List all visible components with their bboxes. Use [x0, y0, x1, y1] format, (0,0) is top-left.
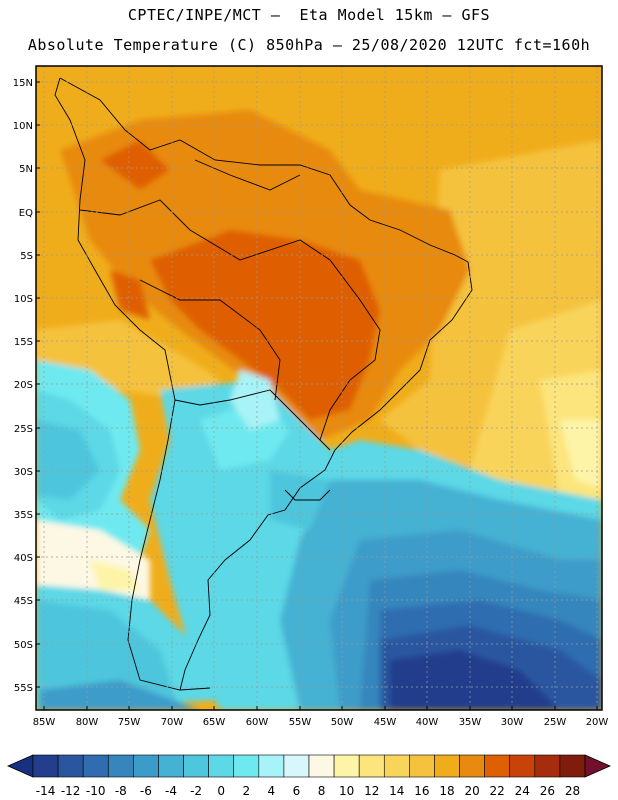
colorbar-label: -4: [165, 784, 177, 798]
colorbar-label: 10: [339, 784, 354, 798]
lat-label: 30S: [14, 467, 33, 478]
map-title-line2: Absolute Temperature (C) 850hPa – 25/08/…: [27, 36, 591, 54]
colorbar-swatch: [183, 754, 209, 778]
map-title-line1: CPTEC/INPE/MCT – Eta Model 15km – GFS: [127, 6, 491, 24]
colorbar-swatch: [208, 754, 235, 778]
lat-label: 25S: [14, 424, 33, 435]
colorbar-swatch: [107, 754, 134, 778]
colorbar-label: 18: [439, 784, 454, 798]
lat-label: 35S: [14, 510, 33, 521]
lat-label: 50S: [14, 640, 33, 651]
lon-label: 20W: [586, 717, 609, 728]
graticule: [36, 66, 602, 710]
lon-label: 40W: [416, 717, 439, 728]
colorbar-swatch: [534, 754, 561, 778]
lon-label: 75W: [118, 717, 141, 728]
colorbar-swatch: [258, 754, 285, 778]
lon-label: 85W: [33, 717, 56, 728]
lat-label: 45S: [14, 596, 33, 607]
lon-label: 35W: [459, 717, 482, 728]
colorbar-label: 6: [293, 784, 301, 798]
colorbar-swatch: [459, 754, 485, 778]
colorbar-swatch: [409, 754, 435, 778]
colorbar-swatch: [308, 754, 335, 778]
lon-label: 55W: [289, 717, 312, 728]
colorbar-label: 16: [414, 784, 429, 798]
colorbar-swatch: [57, 754, 84, 778]
colorbar-label: -10: [86, 784, 106, 798]
colorbar: -14 -12 -10 -8 -6 -4 -2 0 2 4 6 8 10 12 14 16 18 20 22 24 26…: [7, 754, 611, 798]
colorbar-label: 8: [318, 784, 326, 798]
lon-label: 25W: [544, 717, 567, 728]
colorbar-swatch: [158, 754, 184, 778]
lat-label: 15S: [14, 337, 33, 348]
colorbar-swatch: [333, 754, 360, 778]
colorbar-label: 26: [540, 784, 555, 798]
lat-label: 5S: [20, 251, 33, 262]
colorbar-swatch: [283, 754, 310, 778]
colorbar-swatch: [233, 754, 260, 778]
colorbar-swatch: [32, 754, 59, 778]
coastlines: [54, 77, 473, 691]
lon-label: 30W: [501, 717, 524, 728]
colorbar-swatch: [484, 754, 511, 778]
lon-labels: 85W 80W 75W 70W 65W 60W 55W 50W 45W 40W …: [33, 717, 609, 728]
colorbar-swatch: [434, 754, 460, 778]
lat-label: 10S: [14, 294, 33, 305]
lon-ticks: [43, 706, 598, 710]
colorbar-label: -14: [36, 784, 56, 798]
colorbar-swatch: [358, 754, 385, 778]
lon-label: 80W: [76, 717, 99, 728]
lat-label: 10N: [13, 121, 33, 132]
colorbar-label: 0: [217, 784, 225, 798]
colorbar-swatch: [133, 754, 159, 778]
colorbar-label: -12: [61, 784, 81, 798]
colorbar-label: 20: [464, 784, 479, 798]
lat-label: 20S: [14, 380, 33, 391]
colorbar-label: 12: [364, 784, 379, 798]
temperature-field: [36, 66, 602, 710]
colorbar-low-arrow: [7, 754, 34, 778]
colorbar-label: -6: [140, 784, 152, 798]
colorbar-swatch: [82, 754, 109, 778]
lat-label: 5N: [19, 164, 33, 175]
lon-label: 65W: [203, 717, 226, 728]
lat-ticks: [36, 81, 40, 688]
lat-label: EQ: [19, 208, 33, 219]
colorbar-swatch: [383, 754, 410, 778]
lat-label: 15N: [13, 78, 33, 89]
colorbar-label: 28: [565, 784, 580, 798]
lat-label: 40S: [14, 553, 33, 564]
lon-label: 60W: [246, 717, 269, 728]
colorbar-label: 2: [242, 784, 250, 798]
colorbar-label: 22: [490, 784, 505, 798]
colorbar-swatch: [559, 754, 586, 778]
lon-label: 50W: [331, 717, 354, 728]
colorbar-label: 24: [515, 784, 530, 798]
lat-label: 55S: [14, 683, 33, 694]
lon-label: 70W: [161, 717, 184, 728]
plot-frame: [35, 65, 603, 711]
lon-label: 45W: [374, 717, 397, 728]
colorbar-swatch: [509, 754, 536, 778]
colorbar-high-arrow: [584, 754, 611, 778]
colorbar-label: 4: [268, 784, 276, 798]
colorbar-label: -2: [190, 784, 202, 798]
colorbar-label: -8: [115, 784, 127, 798]
lat-labels: 15N 10N 5N EQ 5S 10S 15S 20S 25S 30S 35S…: [13, 78, 33, 694]
colorbar-label: 14: [389, 784, 404, 798]
